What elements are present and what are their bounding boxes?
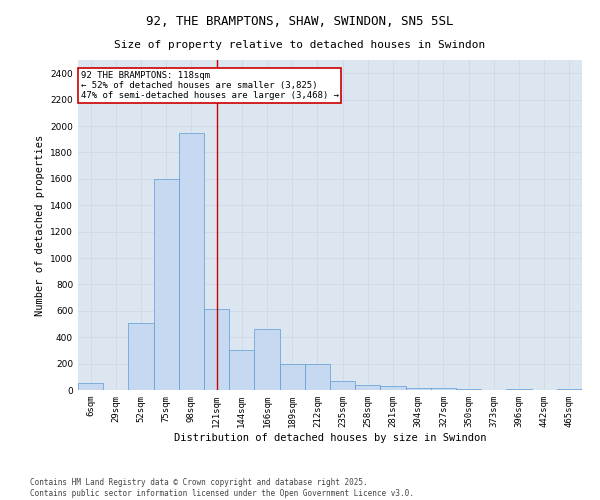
Text: 92 THE BRAMPTONS: 118sqm
← 52% of detached houses are smaller (3,825)
47% of sem: 92 THE BRAMPTONS: 118sqm ← 52% of detach…: [80, 70, 338, 101]
Bar: [179, 132, 204, 390]
Bar: [330, 382, 355, 390]
Bar: [229, 350, 254, 390]
Y-axis label: Number of detached properties: Number of detached properties: [35, 134, 44, 316]
Text: Size of property relative to detached houses in Swindon: Size of property relative to detached ho…: [115, 40, 485, 50]
Bar: [406, 388, 431, 390]
Bar: [280, 364, 305, 390]
Bar: [557, 388, 582, 390]
Bar: [456, 388, 481, 390]
Text: Contains HM Land Registry data © Crown copyright and database right 2025.
Contai: Contains HM Land Registry data © Crown c…: [30, 478, 414, 498]
Bar: [204, 310, 229, 390]
Bar: [380, 386, 406, 390]
Bar: [305, 364, 330, 390]
Bar: [431, 388, 456, 390]
Bar: [128, 322, 154, 390]
Bar: [355, 386, 380, 390]
Bar: [78, 382, 103, 390]
Bar: [254, 328, 280, 390]
Text: 92, THE BRAMPTONS, SHAW, SWINDON, SN5 5SL: 92, THE BRAMPTONS, SHAW, SWINDON, SN5 5S…: [146, 15, 454, 28]
X-axis label: Distribution of detached houses by size in Swindon: Distribution of detached houses by size …: [174, 432, 486, 442]
Bar: [154, 179, 179, 390]
